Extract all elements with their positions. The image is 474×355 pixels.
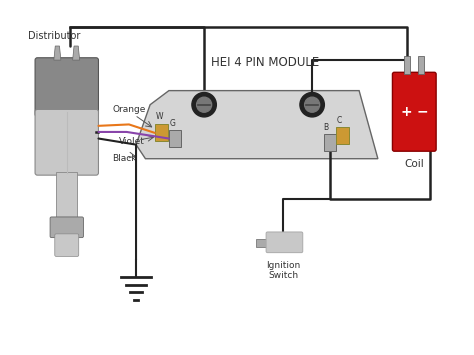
Polygon shape bbox=[54, 46, 61, 60]
Bar bbox=[155, 125, 168, 141]
Circle shape bbox=[305, 97, 319, 112]
Bar bbox=[56, 172, 77, 220]
Bar bbox=[256, 239, 269, 246]
Text: C: C bbox=[337, 116, 342, 125]
Text: −: − bbox=[417, 105, 428, 119]
Circle shape bbox=[192, 93, 216, 117]
Bar bbox=[336, 127, 349, 144]
Text: Violet: Violet bbox=[118, 137, 145, 146]
Bar bbox=[324, 134, 336, 151]
Text: B: B bbox=[323, 123, 328, 132]
FancyBboxPatch shape bbox=[35, 58, 99, 116]
Bar bbox=[169, 130, 181, 147]
Text: Distributor: Distributor bbox=[28, 31, 81, 41]
Text: Orange: Orange bbox=[112, 105, 146, 114]
Text: Coil: Coil bbox=[404, 159, 424, 169]
Polygon shape bbox=[136, 91, 378, 159]
FancyBboxPatch shape bbox=[266, 232, 303, 253]
FancyBboxPatch shape bbox=[35, 109, 99, 175]
Polygon shape bbox=[73, 46, 80, 60]
Text: G: G bbox=[169, 119, 175, 128]
Circle shape bbox=[300, 93, 324, 117]
Text: Ignition
Switch: Ignition Switch bbox=[266, 261, 301, 280]
Text: HEI 4 PIN MODULE: HEI 4 PIN MODULE bbox=[211, 56, 319, 69]
Circle shape bbox=[197, 97, 211, 112]
Bar bbox=[418, 56, 424, 74]
Text: W: W bbox=[156, 112, 163, 121]
FancyBboxPatch shape bbox=[392, 72, 436, 151]
FancyBboxPatch shape bbox=[50, 217, 83, 237]
FancyBboxPatch shape bbox=[55, 234, 79, 256]
Bar bbox=[404, 56, 410, 74]
Text: +: + bbox=[400, 105, 412, 119]
Text: Black: Black bbox=[112, 154, 137, 163]
